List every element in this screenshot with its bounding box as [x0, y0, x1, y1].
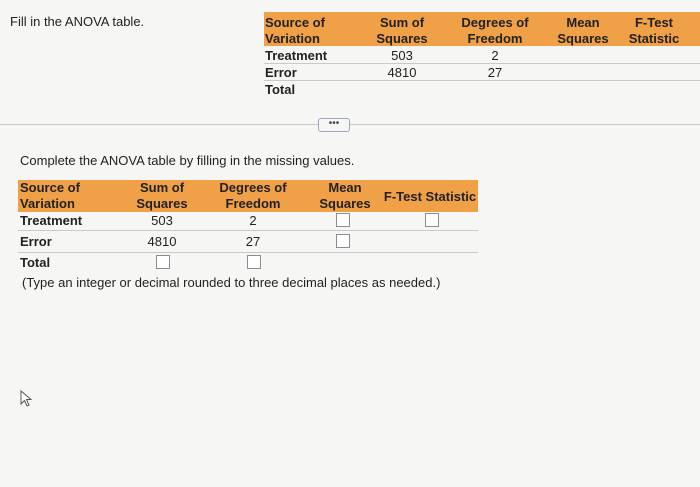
- top-row-label: Treatment: [265, 48, 328, 63]
- complete-instruction-text: Complete the ANOVA table by filling in t…: [20, 153, 355, 168]
- bottom-row-divider: [18, 252, 478, 253]
- top-header-source-line1: Source of: [265, 15, 325, 30]
- top-header-ss: Sum of Squares: [372, 15, 432, 47]
- bottom-header-ms-line2: Squares: [319, 196, 371, 211]
- bottom-row-divider: [18, 230, 478, 231]
- error-ms-input[interactable]: [336, 234, 350, 248]
- top-row-label: Error: [265, 65, 297, 80]
- bottom-row-df: 2: [249, 213, 257, 228]
- total-df-input[interactable]: [247, 255, 261, 269]
- bottom-row-ss: 4810: [147, 234, 177, 249]
- bottom-header-source: Source of Variation: [20, 180, 80, 212]
- top-row-divider: [264, 80, 700, 81]
- top-header-source-line2: Variation: [265, 31, 320, 46]
- bottom-header-df: Degrees of Freedom: [212, 180, 294, 212]
- bottom-header-f: F-Test Statistic: [383, 189, 477, 204]
- top-row-ss: 503: [391, 48, 413, 63]
- top-header-ms-line2: Squares: [557, 31, 609, 46]
- total-ss-input[interactable]: [156, 255, 170, 269]
- bottom-header-source-line1: Source of: [20, 180, 80, 195]
- bottom-table-header: [18, 180, 478, 212]
- bottom-header-ss-line1: Sum of: [139, 180, 185, 195]
- top-header-ms-line1: Mean: [566, 15, 600, 30]
- top-header-ss-line2: Squares: [376, 31, 428, 46]
- top-header-f: F-Test Statistic: [622, 15, 686, 47]
- top-header-df: Degrees of Freedom: [455, 15, 535, 47]
- top-header-source: Source of Variation: [265, 15, 325, 47]
- top-row-df: 27: [487, 65, 503, 80]
- top-header-f-line2: Statistic: [628, 31, 680, 46]
- bottom-row-label: Total: [20, 255, 51, 270]
- top-table-header: [264, 12, 700, 46]
- rounding-note: (Type an integer or decimal rounded to t…: [22, 275, 441, 290]
- bottom-header-ss: Sum of Squares: [130, 180, 194, 212]
- bottom-header-source-line2: Variation: [20, 196, 75, 211]
- top-row-divider: [264, 63, 700, 64]
- bottom-row-ss: 503: [151, 213, 173, 228]
- section-divider: [0, 124, 700, 125]
- bottom-row-label: Treatment: [20, 213, 83, 228]
- top-header-ss-line1: Sum of: [379, 15, 425, 30]
- bottom-row-label: Error: [20, 234, 52, 249]
- top-header-ms: Mean Squares: [553, 15, 613, 47]
- expand-handle-button[interactable]: •••: [318, 118, 350, 132]
- bottom-header-ms-line1: Mean: [328, 180, 362, 195]
- top-header-df-line2: Freedom: [467, 31, 523, 46]
- top-header-df-line1: Degrees of: [461, 15, 529, 30]
- bottom-header-ss-line2: Squares: [136, 196, 188, 211]
- top-header-f-line1: F-Test: [634, 15, 674, 30]
- instruction-text: Fill in the ANOVA table.: [10, 14, 145, 29]
- top-row-label: Total: [265, 82, 296, 97]
- bottom-header-ms: Mean Squares: [315, 180, 375, 212]
- treatment-ms-input[interactable]: [336, 213, 350, 227]
- top-row-df: 2: [491, 48, 499, 63]
- treatment-f-input[interactable]: [425, 213, 439, 227]
- bottom-header-df-line1: Degrees of: [219, 180, 287, 195]
- mouse-cursor-icon: [20, 390, 33, 407]
- bottom-header-df-line2: Freedom: [225, 196, 281, 211]
- bottom-row-df: 27: [245, 234, 261, 249]
- top-row-ss: 4810: [387, 65, 417, 80]
